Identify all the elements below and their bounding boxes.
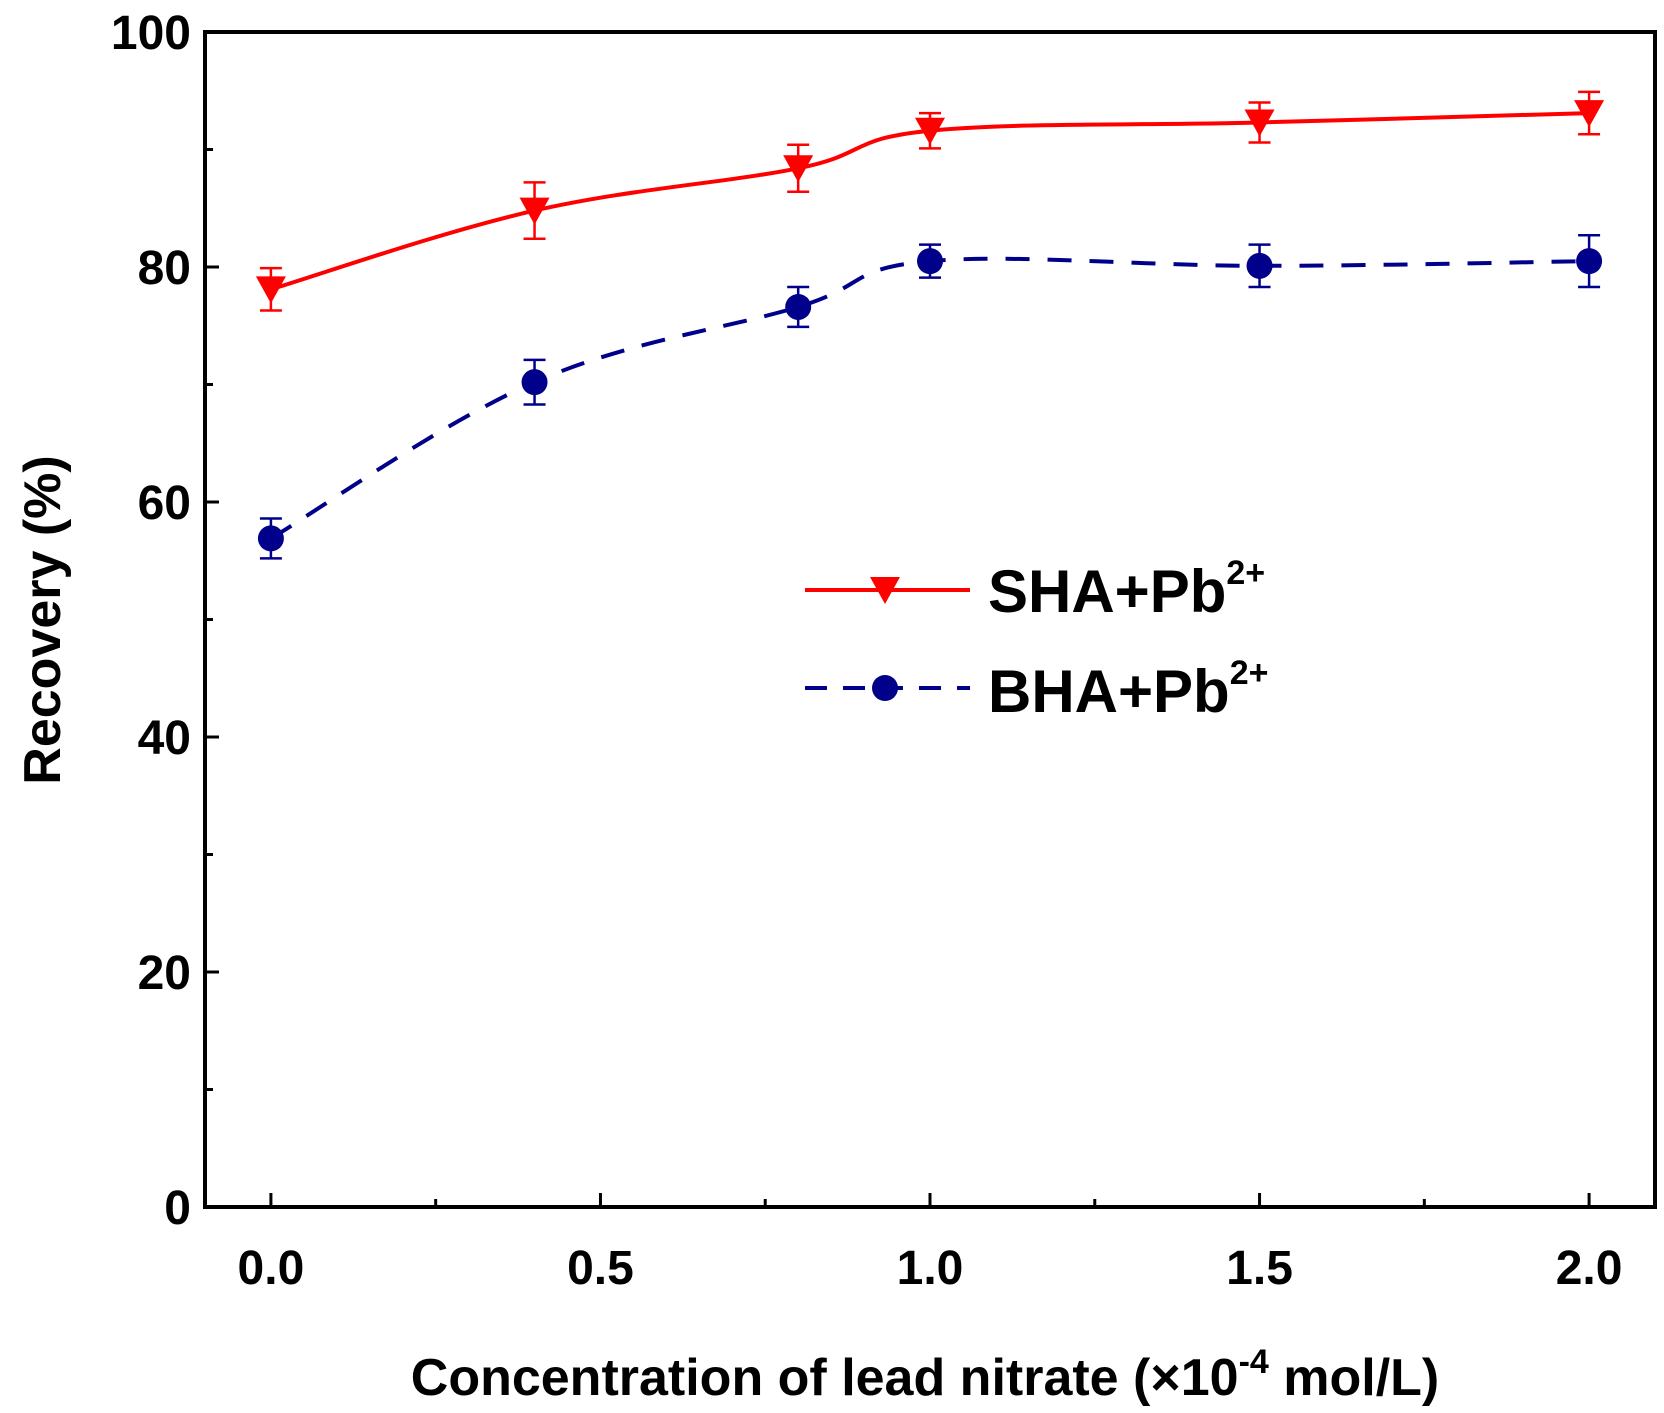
data-point: [783, 155, 814, 183]
y-tick-label: 60: [138, 477, 191, 530]
series-bha-line: [269, 256, 1590, 541]
y-tick-label: 80: [138, 242, 191, 295]
x-axis-title-main: Concentration of lead nitrate (×10: [411, 1349, 1239, 1407]
data-point: [1244, 109, 1275, 137]
legend-bha-sup: 2+: [1230, 654, 1269, 692]
legend-bha-label: BHA+Pb2+: [988, 654, 1268, 725]
x-tick-label: 0.0: [238, 1242, 305, 1295]
y-tick-label: 0: [164, 1182, 191, 1235]
legend-bha-marker: [872, 675, 898, 701]
legend-sha-sup: 2+: [1226, 554, 1265, 592]
data-point: [915, 117, 945, 145]
plot-frame: [203, 30, 1657, 1209]
series-sha: [255, 90, 1605, 312]
data-point: [257, 525, 284, 552]
data-point: [917, 248, 943, 275]
data-point: [1574, 100, 1605, 128]
legend-bha-name: BHA+Pb: [988, 658, 1230, 725]
x-tick-label: 2.0: [1556, 1242, 1623, 1295]
data-point: [521, 369, 548, 396]
x-tick-label: 1.5: [1226, 1242, 1293, 1295]
data-point: [1246, 252, 1273, 279]
x-tick-label: 1.0: [897, 1242, 964, 1295]
legend-sha-label: SHA+Pb2+: [988, 554, 1265, 625]
legend-sha-name: SHA+Pb: [988, 558, 1226, 625]
x-axis-title-tail: mol/L): [1269, 1349, 1439, 1407]
legend-item-bha: BHA+Pb2+: [805, 654, 1268, 725]
data-point: [519, 197, 550, 225]
x-axis-title: Concentration of lead nitrate (×10-4 mol…: [411, 1343, 1439, 1407]
y-tick-label: 100: [111, 7, 191, 60]
legend-item-sha: SHA+Pb2+: [805, 554, 1265, 625]
x-tick-label: 0.5: [567, 1242, 634, 1295]
series-sha-line: [270, 111, 1590, 292]
legend: SHA+Pb2+ BHA+Pb2+: [805, 554, 1268, 725]
x-axis-title-exponent: -4: [1239, 1343, 1269, 1381]
data-point: [785, 293, 812, 320]
y-tick-label: 20: [138, 947, 191, 1000]
legend-sha-marker: [870, 577, 900, 604]
y-axis-title: Recovery (%): [14, 455, 72, 784]
series-bha: [257, 234, 1603, 560]
data-point: [255, 276, 286, 304]
data-point: [1576, 248, 1603, 275]
y-tick-label: 40: [138, 712, 191, 765]
